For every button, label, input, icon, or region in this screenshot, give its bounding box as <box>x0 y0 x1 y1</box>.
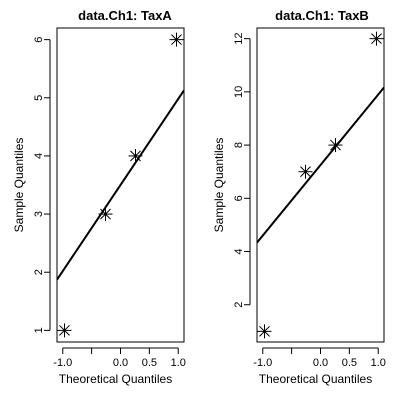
y-tick-label: 5 <box>33 95 45 101</box>
data-point <box>257 324 272 339</box>
data-point <box>57 323 72 338</box>
y-tick-label: 2 <box>33 269 45 275</box>
data-point <box>128 148 143 163</box>
qq-reference-line <box>57 89 184 281</box>
data-point <box>169 32 184 47</box>
x-tick-label: -1.0 <box>253 357 272 369</box>
data-point <box>369 31 384 46</box>
x-axis-label: Theoretical Quantiles <box>59 372 172 386</box>
x-tick-label: 1.0 <box>171 357 186 369</box>
y-tick-label: 3 <box>33 211 45 217</box>
y-tick-label: 6 <box>33 37 45 43</box>
qq-panel-2: data.Ch1: TaxB -1.0 0.0 0.5 1.0 2 4 6 8 10 12 Theor… <box>212 8 386 386</box>
y-tick-label: 2 <box>233 302 245 308</box>
plot-frame <box>256 27 385 343</box>
qq-reference-line <box>257 86 384 244</box>
plot-frame <box>56 27 185 343</box>
x-tick-label: 1.0 <box>371 357 386 369</box>
chart-title: data.Ch1: TaxB <box>275 8 369 23</box>
x-axis-label: Theoretical Quantiles <box>259 372 372 386</box>
x-tick-label: 0.5 <box>342 357 357 369</box>
x-tick-label: 0.5 <box>142 357 157 369</box>
y-tick-label: 6 <box>233 195 245 201</box>
data-point <box>298 164 313 179</box>
y-axis-label: Sample Quantiles <box>12 138 26 233</box>
y-tick-label: 1 <box>33 327 45 333</box>
x-tick-label: 0.0 <box>113 357 128 369</box>
chart-title: data.Ch1: TaxA <box>78 8 172 23</box>
data-point <box>98 207 113 222</box>
data-point <box>328 138 343 153</box>
y-tick-label: 8 <box>233 142 245 148</box>
y-tick-label: 12 <box>233 33 245 45</box>
y-tick-label: 10 <box>233 86 245 98</box>
y-axis-label: Sample Quantiles <box>212 138 226 233</box>
x-tick-label: -1.0 <box>53 357 72 369</box>
qq-panel-1: data.Ch1: TaxA -1.0 0.0 0.5 1.0 1 2 3 4 5 6 Theoret… <box>12 8 186 386</box>
y-tick-label: 4 <box>233 248 245 254</box>
x-tick-label: 0.0 <box>313 357 328 369</box>
y-tick-label: 4 <box>33 153 45 159</box>
